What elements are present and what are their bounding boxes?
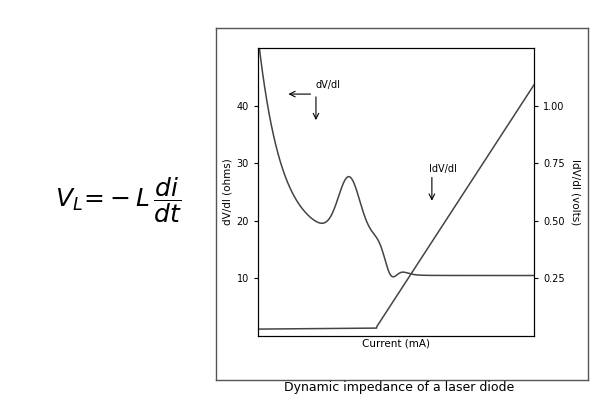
Text: Dynamic impedance of a laser diode: Dynamic impedance of a laser diode xyxy=(284,381,514,394)
X-axis label: Current (mA): Current (mA) xyxy=(362,339,430,349)
Y-axis label: IdV/dI (volts): IdV/dI (volts) xyxy=(570,159,580,225)
Y-axis label: dV/dI (ohms): dV/dI (ohms) xyxy=(223,159,232,225)
Text: $V_L\!=\!-L\,\dfrac{di}{dt}$: $V_L\!=\!-L\,\dfrac{di}{dt}$ xyxy=(55,175,182,225)
Text: IdV/dI: IdV/dI xyxy=(429,164,457,174)
Text: dV/dI: dV/dI xyxy=(316,80,341,90)
